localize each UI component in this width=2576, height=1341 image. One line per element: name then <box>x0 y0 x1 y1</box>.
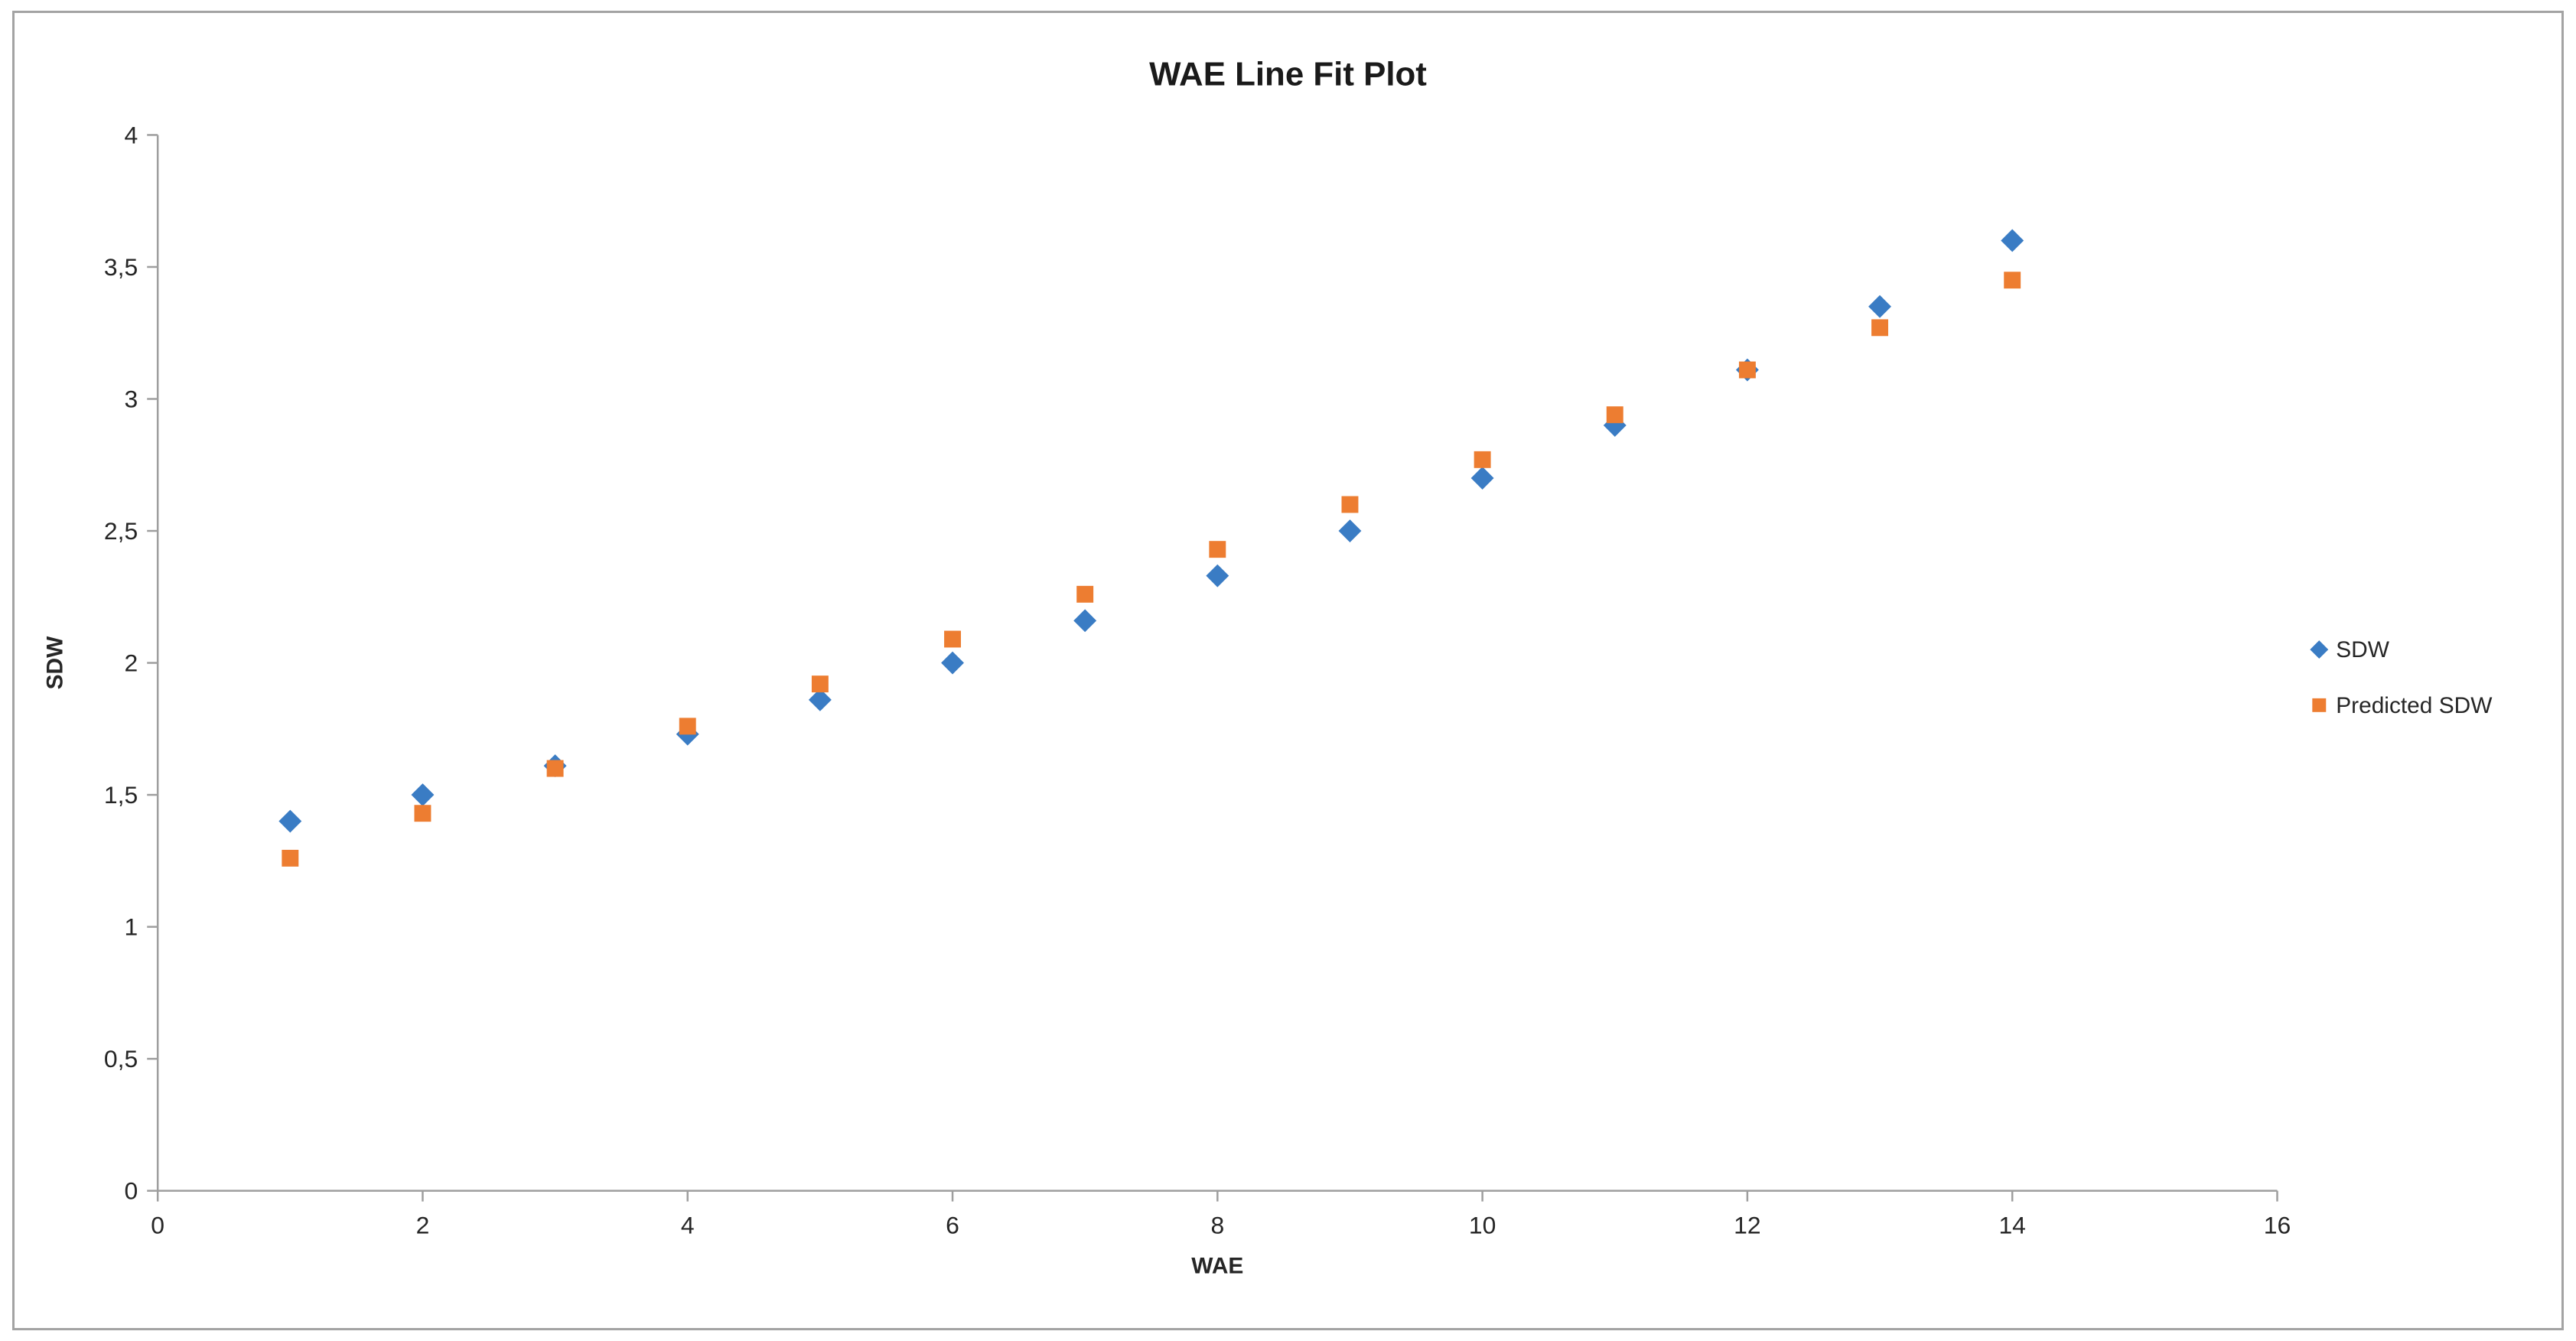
y-tick-label: 1 <box>125 913 138 941</box>
chart-frame: 0 2 4 6 8 10 12 14 16 0 0,5 1 1,5 2 2,5 3 3,5 4 SDW Predic… <box>12 11 2564 1330</box>
y-tick-label: 0 <box>125 1177 138 1205</box>
y-tick-label: 2,5 <box>104 517 138 545</box>
data-point-predicted-sdw <box>2004 272 2021 289</box>
data-point-predicted-sdw <box>414 805 432 822</box>
data-point-sdw <box>941 651 964 675</box>
data-point-predicted-sdw <box>546 760 564 777</box>
data-point-predicted-sdw <box>1341 496 1359 513</box>
scatter-chart: 0 2 4 6 8 10 12 14 16 0 0,5 1 1,5 2 2,5 3 3,5 4 SDW Predic… <box>43 56 2493 1279</box>
legend-marker-square <box>2312 698 2327 712</box>
points-layer <box>278 229 2024 867</box>
data-point-sdw <box>1338 519 1362 542</box>
y-tick-label: 0,5 <box>104 1045 138 1072</box>
x-tick-label: 10 <box>1469 1211 1496 1238</box>
ticks-layer: 0 2 4 6 8 10 12 14 16 0 0,5 1 1,5 2 2,5 3 3,5 4 <box>104 121 2291 1238</box>
x-tick-label: 6 <box>946 1211 959 1238</box>
data-point-predicted-sdw <box>679 718 696 735</box>
y-axis-title: SDW <box>43 636 68 690</box>
x-axis-title: WAE <box>1191 1253 1243 1278</box>
data-point-sdw <box>1206 564 1229 588</box>
y-tick-label: 1,5 <box>104 781 138 809</box>
data-point-sdw <box>278 809 302 833</box>
axes-layer <box>156 135 2278 1192</box>
y-tick-label: 3 <box>125 385 138 412</box>
data-point-predicted-sdw <box>1209 541 1226 558</box>
data-point-sdw <box>411 783 435 807</box>
x-tick-label: 16 <box>2264 1211 2291 1238</box>
legend-label: SDW <box>2336 637 2390 662</box>
legend-item: SDW <box>2310 637 2390 662</box>
x-tick-label: 0 <box>151 1211 164 1238</box>
data-point-sdw <box>1470 467 1494 490</box>
data-point-predicted-sdw <box>1474 451 1491 468</box>
x-tick-label: 2 <box>416 1211 430 1238</box>
data-point-predicted-sdw <box>1076 585 1094 603</box>
x-tick-label: 8 <box>1210 1211 1224 1238</box>
y-tick-label: 2 <box>125 649 138 676</box>
data-point-sdw <box>1868 295 1891 318</box>
legend-item: Predicted SDW <box>2312 693 2493 718</box>
data-point-predicted-sdw <box>282 849 299 867</box>
data-point-predicted-sdw <box>811 675 829 693</box>
data-point-predicted-sdw <box>944 630 961 648</box>
data-point-predicted-sdw <box>1871 319 1889 337</box>
y-tick-label: 3,5 <box>104 253 138 281</box>
data-point-sdw <box>1073 609 1097 633</box>
y-tick-label: 4 <box>125 121 138 148</box>
chart-title: WAE Line Fit Plot <box>1149 56 1427 93</box>
x-tick-label: 4 <box>681 1211 695 1238</box>
x-tick-label: 14 <box>1998 1211 2025 1238</box>
legend-label: Predicted SDW <box>2336 693 2493 718</box>
data-point-sdw <box>2001 229 2024 252</box>
legend: SDW Predicted SDW <box>2310 637 2493 718</box>
legend-marker-diamond <box>2310 640 2329 659</box>
x-tick-label: 12 <box>1734 1211 1760 1238</box>
data-point-predicted-sdw <box>1606 406 1623 424</box>
data-point-predicted-sdw <box>1738 361 1756 379</box>
